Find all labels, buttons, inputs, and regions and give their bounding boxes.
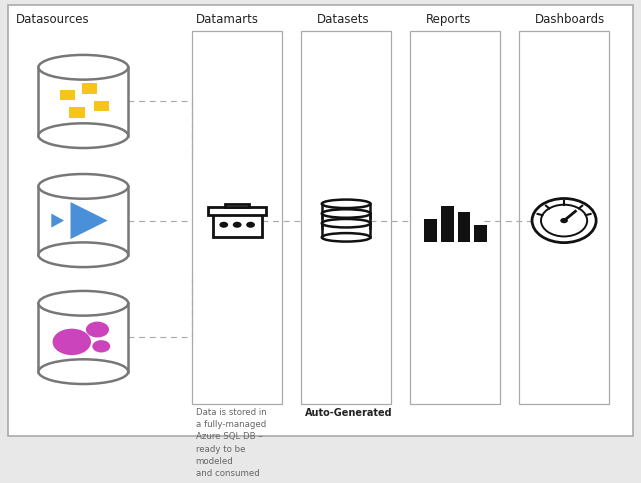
Text: Reports: Reports xyxy=(426,14,472,27)
FancyBboxPatch shape xyxy=(424,219,437,242)
Text: Dashboards: Dashboards xyxy=(535,14,606,27)
Circle shape xyxy=(233,222,242,228)
FancyBboxPatch shape xyxy=(213,212,262,237)
FancyBboxPatch shape xyxy=(301,31,391,404)
FancyBboxPatch shape xyxy=(192,31,282,404)
Ellipse shape xyxy=(38,174,128,199)
Polygon shape xyxy=(38,186,128,255)
Ellipse shape xyxy=(38,291,128,315)
Ellipse shape xyxy=(322,209,370,218)
Circle shape xyxy=(532,199,596,242)
Text: Auto-Generated: Auto-Generated xyxy=(304,408,392,418)
Ellipse shape xyxy=(322,199,370,208)
Polygon shape xyxy=(38,303,128,371)
Polygon shape xyxy=(322,204,370,218)
Text: Datamarts: Datamarts xyxy=(196,14,258,27)
Polygon shape xyxy=(38,67,128,136)
Text: Datasources: Datasources xyxy=(16,14,90,27)
FancyBboxPatch shape xyxy=(410,31,500,404)
Ellipse shape xyxy=(322,219,370,227)
Ellipse shape xyxy=(38,359,128,384)
Circle shape xyxy=(86,322,109,338)
FancyBboxPatch shape xyxy=(60,89,75,100)
FancyBboxPatch shape xyxy=(225,204,249,207)
Circle shape xyxy=(92,340,110,353)
FancyBboxPatch shape xyxy=(474,225,487,242)
Circle shape xyxy=(246,222,255,228)
FancyBboxPatch shape xyxy=(94,100,109,111)
Circle shape xyxy=(560,218,568,223)
FancyBboxPatch shape xyxy=(441,206,454,242)
FancyBboxPatch shape xyxy=(8,5,633,436)
FancyBboxPatch shape xyxy=(519,31,609,404)
FancyBboxPatch shape xyxy=(69,107,85,118)
FancyBboxPatch shape xyxy=(458,212,470,242)
Polygon shape xyxy=(322,223,370,237)
Text: Datasets: Datasets xyxy=(317,14,370,27)
Circle shape xyxy=(53,328,91,355)
FancyBboxPatch shape xyxy=(208,207,267,215)
Ellipse shape xyxy=(38,55,128,80)
Circle shape xyxy=(541,205,587,237)
Ellipse shape xyxy=(322,233,370,242)
Ellipse shape xyxy=(38,242,128,267)
Ellipse shape xyxy=(38,123,128,148)
Polygon shape xyxy=(51,213,64,227)
FancyBboxPatch shape xyxy=(82,83,97,94)
Text: Data is stored in
a fully-managed
Azure SQL DB –
ready to be
modeled
and consume: Data is stored in a fully-managed Azure … xyxy=(196,408,266,478)
Circle shape xyxy=(219,222,228,228)
Polygon shape xyxy=(71,202,108,239)
Polygon shape xyxy=(322,213,370,227)
